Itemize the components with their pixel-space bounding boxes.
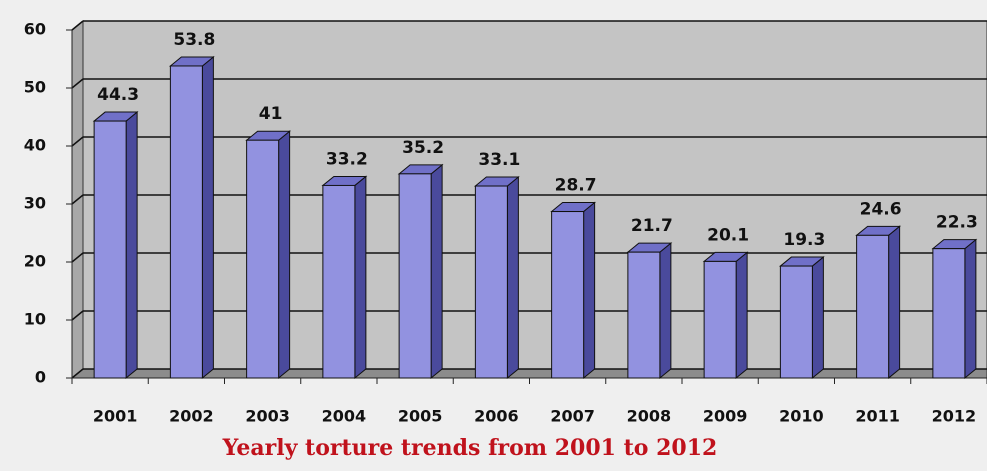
bar-side — [278, 130, 291, 380]
value-label: 28.7 — [555, 176, 597, 196]
bar-side — [125, 111, 138, 380]
value-label: 33.1 — [478, 150, 520, 170]
x-tick-label: 2011 — [855, 407, 900, 426]
value-label: 41 — [259, 104, 283, 124]
x-tick-label: 2010 — [779, 407, 824, 426]
bar — [627, 251, 661, 379]
bar — [856, 234, 890, 379]
bar-side — [201, 55, 214, 380]
grid-line-side — [71, 20, 84, 31]
grid-line-side — [71, 310, 84, 321]
x-tick-label: 2002 — [169, 407, 214, 426]
x-tick-label: 2009 — [703, 407, 748, 426]
bar-side — [506, 175, 519, 380]
bar-side — [964, 238, 977, 380]
x-tick-label: 2008 — [627, 407, 672, 426]
bar — [932, 248, 966, 379]
x-tick-label: 2007 — [550, 407, 595, 426]
value-label: 44.3 — [97, 85, 139, 105]
bar — [703, 260, 737, 379]
value-label: 21.7 — [631, 216, 673, 236]
bar-side — [811, 256, 824, 380]
value-label: 20.1 — [707, 225, 749, 245]
value-label: 19.3 — [783, 230, 825, 250]
y-tick-label: 10 — [24, 310, 46, 329]
x-tick-label: 2012 — [932, 407, 977, 426]
y-tick-label: 20 — [24, 252, 46, 271]
y-tick-label: 60 — [24, 20, 46, 39]
chart-title: Yearly torture trends from 2001 to 2012 — [222, 435, 718, 461]
x-tick-label: 2006 — [474, 407, 519, 426]
grid-line-side — [71, 368, 84, 379]
grid-line-side — [71, 194, 84, 205]
y-tick-label: 30 — [24, 194, 46, 213]
bar-side — [659, 242, 672, 380]
bar-side — [888, 225, 901, 380]
bar — [322, 184, 356, 379]
grid-line-side — [71, 78, 84, 89]
value-label: 22.3 — [936, 213, 978, 233]
y-tick-label: 50 — [24, 78, 46, 97]
y-tick-label: 0 — [35, 368, 46, 387]
bar — [551, 211, 585, 379]
value-label: 33.2 — [326, 149, 368, 169]
bar-side — [735, 251, 748, 380]
bar — [398, 173, 432, 379]
value-label: 53.8 — [173, 30, 215, 50]
grid-line-side — [71, 252, 84, 263]
bar — [93, 120, 127, 379]
bar — [169, 65, 203, 379]
bar — [779, 265, 813, 379]
x-tick-label: 2005 — [398, 407, 443, 426]
bar-side — [354, 175, 367, 380]
value-label: 35.2 — [402, 138, 444, 158]
x-tick-label: 2004 — [322, 407, 367, 426]
y-tick-label: 40 — [24, 136, 46, 155]
bar-side — [583, 201, 596, 380]
bar — [474, 185, 508, 379]
x-tick-label: 2001 — [93, 407, 138, 426]
bar — [246, 139, 280, 379]
grid-line-side — [71, 136, 84, 147]
x-tick-label: 2003 — [245, 407, 290, 426]
value-label: 24.6 — [860, 199, 902, 219]
bar-side — [430, 163, 443, 380]
